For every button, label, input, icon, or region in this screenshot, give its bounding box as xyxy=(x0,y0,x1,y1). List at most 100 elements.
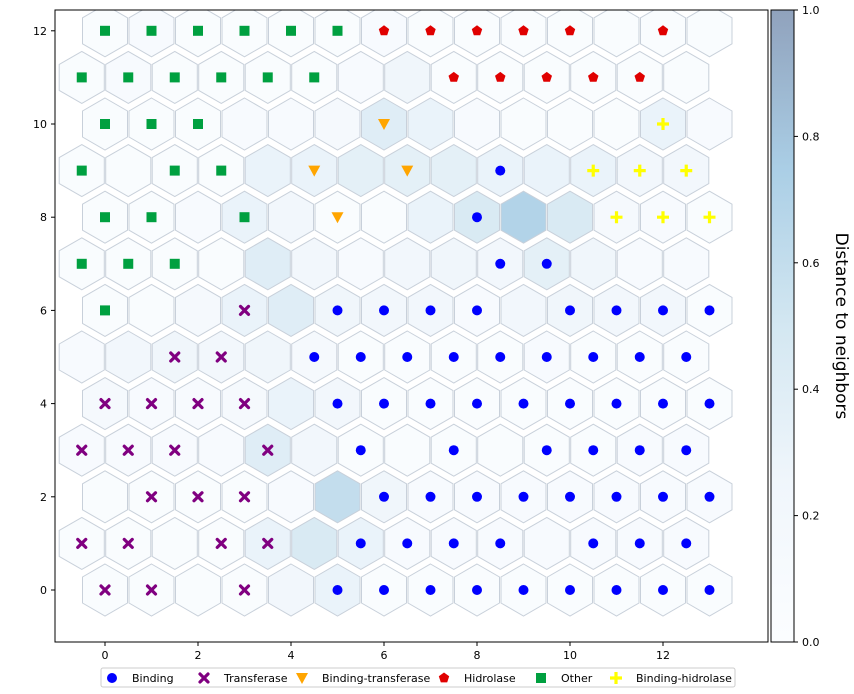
y-tick-label: 10 xyxy=(33,118,47,131)
hex-cell xyxy=(268,470,314,524)
hidrolase-marker xyxy=(657,25,669,36)
other-marker xyxy=(286,25,296,36)
other-marker xyxy=(309,72,320,83)
colorbar-gradient xyxy=(771,10,794,642)
hex-cell xyxy=(570,237,617,291)
transferase-marker xyxy=(145,584,158,596)
y-tick-label: 4 xyxy=(40,398,47,411)
transferase-marker xyxy=(238,304,251,316)
legend-label: Transferase xyxy=(223,672,288,685)
transferase-marker xyxy=(169,444,181,456)
y-tick-label: 0 xyxy=(40,584,47,597)
x-tick-label: 8 xyxy=(474,649,481,662)
binding-hidrolase-marker xyxy=(703,211,716,224)
colorbar-ticks: 0.0 0.2 0.4 0.6 0.8 1.0 xyxy=(794,4,820,649)
binding-marker xyxy=(611,585,622,595)
transferase-marker xyxy=(145,398,158,410)
other-marker xyxy=(76,165,87,176)
transferase-marker xyxy=(122,537,134,549)
binding-marker xyxy=(332,305,343,316)
hex-cell xyxy=(268,377,314,431)
transferase-marker xyxy=(238,584,251,596)
binding-marker xyxy=(658,305,668,316)
other-marker xyxy=(100,212,110,223)
x-tick-label: 4 xyxy=(288,649,295,662)
legend-label: Hidrolase xyxy=(464,672,516,685)
transferase-marker xyxy=(99,398,111,410)
colorbar-tick-label: 0.8 xyxy=(802,130,820,143)
y-tick-label: 2 xyxy=(40,491,47,504)
transferase-marker xyxy=(215,537,227,549)
hex-cell xyxy=(175,283,221,337)
binding-marker xyxy=(588,352,599,362)
transferase-marker xyxy=(215,351,227,363)
hidrolase-marker xyxy=(471,25,483,36)
other-marker xyxy=(76,258,87,269)
legend-item: Binding-transferase xyxy=(296,672,430,685)
hex-cell xyxy=(175,190,221,244)
transferase-marker xyxy=(76,444,88,456)
other-marker xyxy=(146,212,157,223)
hex-cell xyxy=(268,190,314,244)
binding-marker xyxy=(425,585,436,595)
binding-marker xyxy=(541,445,552,456)
legend-item: Binding xyxy=(107,672,174,685)
other-marker xyxy=(332,25,343,36)
binding-marker xyxy=(658,491,668,502)
other-marker xyxy=(193,119,203,129)
colorbar-tick-label: 0.4 xyxy=(802,383,820,396)
other-marker xyxy=(100,119,110,129)
binding-marker xyxy=(425,491,436,502)
other-marker xyxy=(100,25,110,36)
binding-marker xyxy=(448,352,459,362)
binding-marker xyxy=(588,445,599,456)
hex-cell xyxy=(686,10,733,58)
plot-frame xyxy=(54,9,769,643)
hex-cell xyxy=(663,237,710,291)
binding-marker xyxy=(541,352,552,362)
other-marker xyxy=(169,165,180,176)
hidrolase-marker xyxy=(634,71,645,82)
legend-label: Binding xyxy=(132,672,174,685)
binding-marker xyxy=(402,352,413,362)
binding-marker xyxy=(379,585,389,595)
transferase-marker xyxy=(198,672,210,684)
binding-hidrolase-marker xyxy=(657,118,669,130)
other-marker xyxy=(193,25,203,36)
hex-cell xyxy=(198,423,245,477)
hidrolase-marker xyxy=(518,25,529,36)
hex-cell xyxy=(291,516,338,570)
hidrolase-marker xyxy=(378,25,390,36)
binding-hidrolase-marker xyxy=(587,164,600,177)
hex-cell xyxy=(291,423,338,477)
other-marker xyxy=(262,72,273,83)
binding-marker xyxy=(495,538,506,549)
other-marker xyxy=(146,119,157,129)
other-marker xyxy=(536,673,546,683)
binding-marker xyxy=(472,398,482,409)
other-marker xyxy=(169,72,180,83)
hidrolase-marker xyxy=(438,672,450,683)
binding-marker xyxy=(309,352,320,362)
binding-marker xyxy=(611,491,622,502)
hex-cell xyxy=(500,190,547,244)
binding-marker xyxy=(332,398,343,409)
binding-marker xyxy=(379,491,389,502)
binding-marker xyxy=(472,212,482,223)
other-marker xyxy=(146,25,157,36)
hex-cell xyxy=(593,97,640,151)
binding-marker xyxy=(448,445,459,456)
colorbar: 0.0 0.2 0.4 0.6 0.8 1.0 Distance to neighbors xyxy=(770,4,851,649)
hex-cell xyxy=(128,283,175,337)
legend-label: Other xyxy=(561,672,593,685)
binding-marker xyxy=(379,398,389,409)
legend-frame xyxy=(100,667,736,688)
binding-marker xyxy=(634,352,645,362)
transferase-marker xyxy=(145,491,158,503)
hex-cell xyxy=(593,10,640,58)
legend-item: Other xyxy=(536,672,593,685)
binding-marker xyxy=(355,445,366,456)
y-tick-label: 6 xyxy=(40,304,47,317)
binding-marker xyxy=(472,305,482,316)
binding-marker xyxy=(402,538,413,549)
